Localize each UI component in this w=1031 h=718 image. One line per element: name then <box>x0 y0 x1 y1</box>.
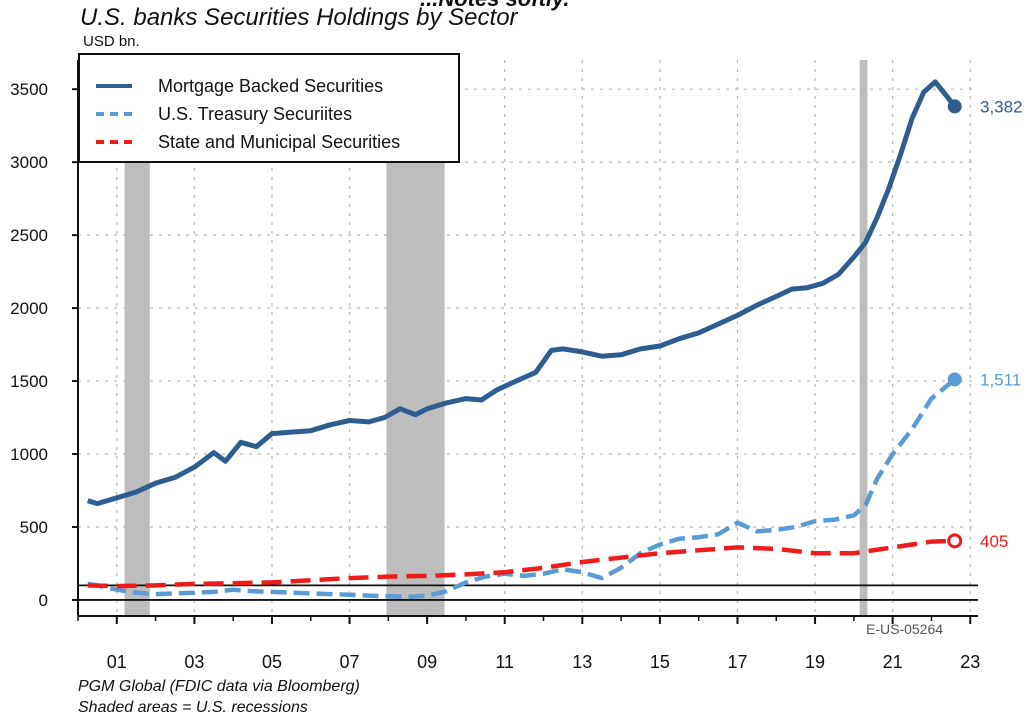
x-tick-label-07: 07 <box>340 652 360 672</box>
legend-swatch-municipal <box>96 140 132 144</box>
end-markers <box>947 99 963 549</box>
y-tick-label-2500: 2500 <box>10 226 48 245</box>
end-label-treasury: 1,511 <box>980 370 1021 389</box>
chart-title: U.S. banks Securities Holdings by Sector <box>80 4 518 31</box>
y-tick-label-0: 0 <box>39 591 48 610</box>
series-lines <box>86 79 957 600</box>
y-tick-label-3000: 3000 <box>10 153 48 172</box>
y-axis-unit-label: USD bn. <box>83 33 140 50</box>
x-tick-label-11: 11 <box>495 652 514 672</box>
legend: Mortgage Backed Securities U.S. Treasury… <box>78 53 460 163</box>
end-label-mbs: 3,382 <box>980 97 1023 116</box>
legend-swatch-mbs <box>96 84 132 88</box>
x-tick-label-21: 21 <box>883 652 903 672</box>
recession-band-3 <box>859 60 868 616</box>
legend-label-municipal: State and Municipal Securities <box>158 131 401 152</box>
legend-label-treasury: U.S. Treasury Securiites <box>158 103 353 124</box>
recession-note: Shaded areas = U.S. recessions <box>78 699 308 716</box>
x-tick-label-19: 19 <box>805 652 825 672</box>
x-tick-label-13: 13 <box>572 652 592 672</box>
x-tick-label-17: 17 <box>727 652 747 672</box>
legend-item-mbs: Mortgage Backed Securities <box>80 72 383 100</box>
y-tick-label-3500: 3500 <box>10 80 48 99</box>
y-tick-label-500: 500 <box>20 518 48 537</box>
series-line-mbs <box>86 79 957 507</box>
series-line-municipal <box>87 538 955 589</box>
y-tick-label-1500: 1500 <box>10 372 48 391</box>
series-line-treasury <box>87 377 957 600</box>
source-note: PGM Global (FDIC data via Bloomberg) <box>78 678 360 695</box>
cut-off-heading: ...Notes softly. <box>420 0 570 12</box>
legend-swatch-treasury <box>96 112 132 116</box>
x-tick-label-05: 05 <box>262 652 282 672</box>
y-tick-label-1000: 1000 <box>10 445 48 464</box>
end-marker-treasury <box>947 372 962 387</box>
legend-label-mbs: Mortgage Backed Securities <box>158 75 384 96</box>
tick-labels: 0 500 1000 1500 2000 2500 3000 3500 01 03 05 07 09 11… <box>10 80 1022 672</box>
reference-lines <box>78 584 978 601</box>
y-tick-label-2000: 2000 <box>10 299 48 318</box>
x-tick-label-03: 03 <box>184 652 204 672</box>
end-label-municipal: 405 <box>980 532 1008 551</box>
x-tick-label-09: 09 <box>417 652 437 672</box>
x-tick-label-15: 15 <box>650 652 670 672</box>
legend-item-treasury: U.S. Treasury Securiites <box>80 100 352 128</box>
x-tick-label-23: 23 <box>960 652 980 672</box>
x-tick-label-01: 01 <box>107 652 127 672</box>
end-marker-mbs <box>947 99 962 114</box>
chart-code: E-US-05264 <box>866 621 944 637</box>
legend-item-municipal: State and Municipal Securities <box>80 128 400 156</box>
end-marker-municipal <box>947 533 963 549</box>
